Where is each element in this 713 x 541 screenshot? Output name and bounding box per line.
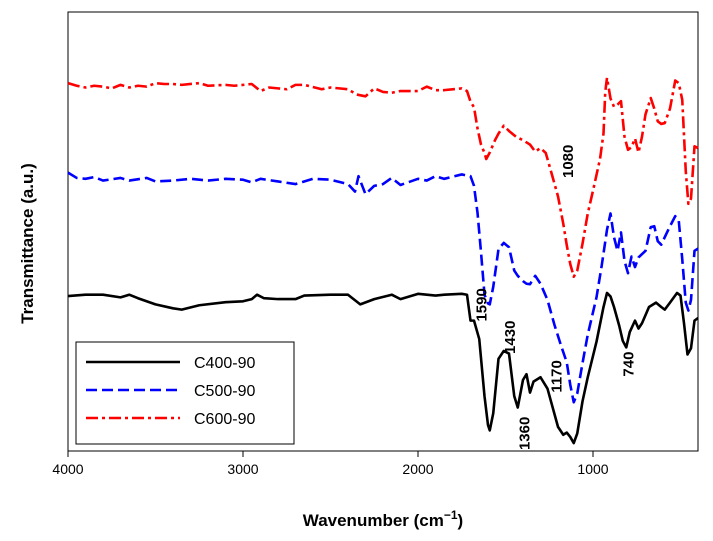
- x-axis: 4000 3000 2000 1000: [52, 451, 609, 477]
- legend-label-c500-90: C500-90: [194, 383, 255, 400]
- peak-annotations: 1080 1590 1430 1360 1170 740: [473, 145, 637, 450]
- peak-label-1080: 1080: [560, 145, 577, 178]
- peak-label-1590: 1590: [473, 288, 490, 321]
- series-line-c400-90: [67, 291, 699, 445]
- series-line-c500-90: [67, 171, 699, 404]
- legend-label-c600-90: C600-90: [194, 411, 255, 428]
- x-tick-label: 4000: [52, 461, 83, 477]
- legend-label-c400-90: C400-90: [194, 355, 255, 372]
- y-axis-title: Transmittance (a.u.): [18, 163, 37, 324]
- peak-label-1170: 1170: [548, 360, 565, 393]
- x-tick-label: 1000: [577, 461, 608, 477]
- legend: C400-90 C500-90 C600-90: [75, 341, 295, 445]
- legend-box: [75, 341, 295, 445]
- x-tick-label: 3000: [227, 461, 258, 477]
- peak-label-740: 740: [621, 352, 638, 377]
- x-tick-label: 2000: [402, 461, 433, 477]
- series-layer: [67, 76, 699, 445]
- x-axis-title: Wavenumber (cm−1): [303, 508, 463, 530]
- peak-label-1360: 1360: [517, 417, 534, 450]
- series-line-c600-90: [67, 76, 699, 279]
- peak-label-1430: 1430: [502, 321, 519, 354]
- plot-frame: [67, 11, 699, 452]
